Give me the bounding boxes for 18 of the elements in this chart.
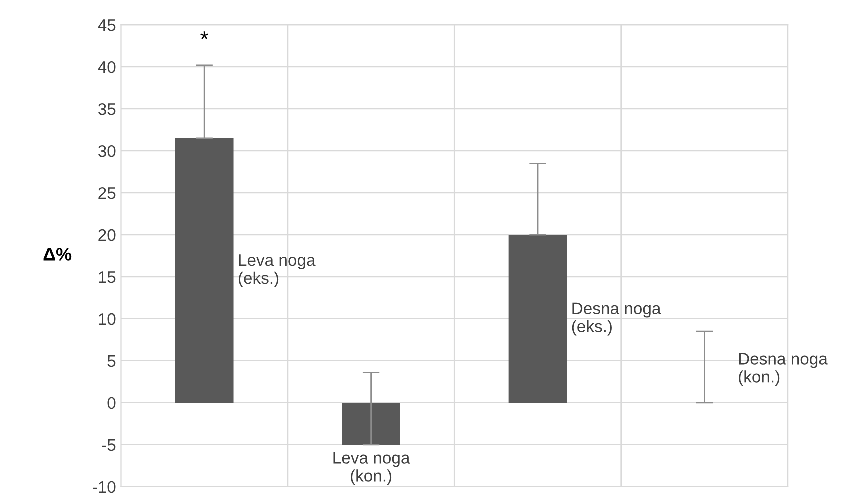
y-tick-label: 0 <box>108 397 116 410</box>
y-tick-label: -10 <box>93 481 116 494</box>
y-tick-label: 15 <box>99 272 116 284</box>
y-tick-label: 20 <box>98 229 116 242</box>
x-tick-label: Desna noga (kon.) <box>739 353 828 386</box>
y-tick-label: 40 <box>98 61 116 74</box>
x-tick-label: Desna noga (eks.) <box>572 302 662 336</box>
y-axis-title: Δ% <box>44 248 72 261</box>
y-tick-label: -5 <box>102 440 116 452</box>
annotation: * <box>200 32 209 40</box>
y-tick-label: 25 <box>98 187 116 200</box>
y-tick-label: 35 <box>98 103 116 116</box>
y-tick-label: 30 <box>98 145 116 158</box>
y-tick-label: 10 <box>99 313 116 326</box>
x-tick-label: Leva noga (eks.) <box>238 254 316 288</box>
y-tick-label: 45 <box>98 20 116 32</box>
x-tick-label: Leva noga (kon.) <box>334 452 410 486</box>
y-tick-label: 5 <box>108 356 116 368</box>
